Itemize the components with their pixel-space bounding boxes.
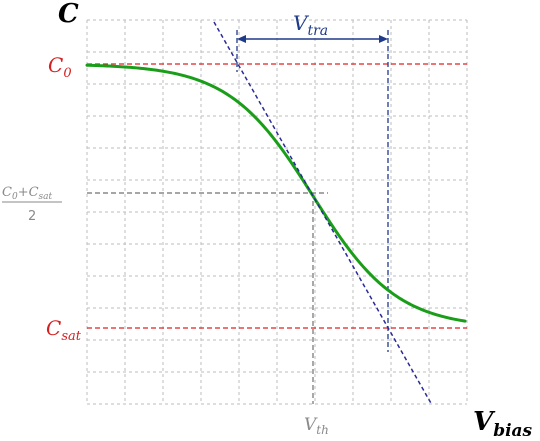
dashed-grid — [86, 19, 468, 405]
y-axis-title: C — [58, 0, 79, 29]
x-axis-title: Vbias — [473, 407, 533, 441]
mid-level-label: C0+Csat 2 — [2, 185, 62, 224]
vtra-label: Vtra — [293, 11, 328, 39]
svg-text:2: 2 — [28, 209, 36, 224]
csat-label: Csat — [46, 316, 82, 344]
svg-text:C0+Csat: C0+Csat — [2, 185, 53, 202]
c0-label: C0 — [48, 53, 72, 81]
cv-curve — [85, 63, 467, 323]
vth-label: Vth — [304, 415, 329, 437]
vtra-arrow — [237, 35, 388, 43]
tangent-line — [213, 21, 433, 406]
